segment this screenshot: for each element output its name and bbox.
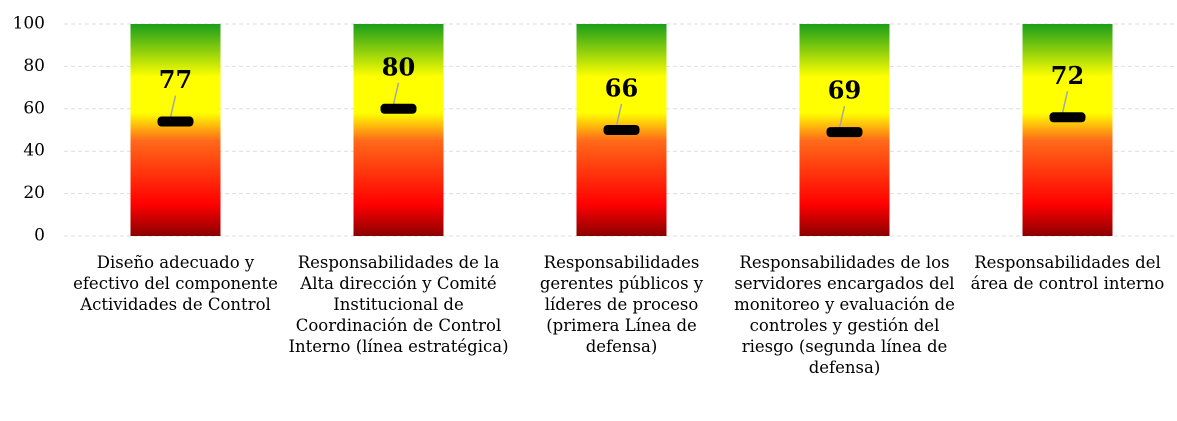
x-tick-label: Responsabilidades gerentes públicos y lí… bbox=[539, 253, 704, 356]
score-label: 66 bbox=[605, 74, 638, 103]
score-label: 77 bbox=[159, 65, 192, 94]
y-tick-label: 60 bbox=[23, 98, 45, 118]
marker bbox=[157, 116, 194, 127]
x-tick-label: Responsabilidades de la Alta dirección y… bbox=[288, 253, 509, 356]
gauge-bar bbox=[130, 24, 221, 236]
x-tick-label: Diseño adecuado y efectivo del component… bbox=[73, 253, 278, 314]
y-tick-label: 20 bbox=[23, 183, 45, 203]
x-tick-label: Responsabilidades de los servidores enca… bbox=[734, 253, 955, 377]
x-tick-label: Responsabilidades del área de control in… bbox=[970, 253, 1165, 293]
score-label: 69 bbox=[828, 76, 861, 105]
y-tick-label: 40 bbox=[23, 141, 45, 161]
marker bbox=[380, 103, 417, 114]
score-label: 72 bbox=[1051, 61, 1084, 90]
score-label: 80 bbox=[382, 52, 415, 81]
y-tick-label: 100 bbox=[13, 14, 45, 34]
marker bbox=[1049, 112, 1086, 123]
gauge-bar bbox=[353, 24, 444, 236]
gauge-bar bbox=[1022, 24, 1113, 236]
y-tick-label: 0 bbox=[34, 226, 45, 246]
marker bbox=[826, 127, 863, 138]
marker bbox=[603, 125, 640, 135]
y-tick-label: 80 bbox=[23, 56, 45, 76]
